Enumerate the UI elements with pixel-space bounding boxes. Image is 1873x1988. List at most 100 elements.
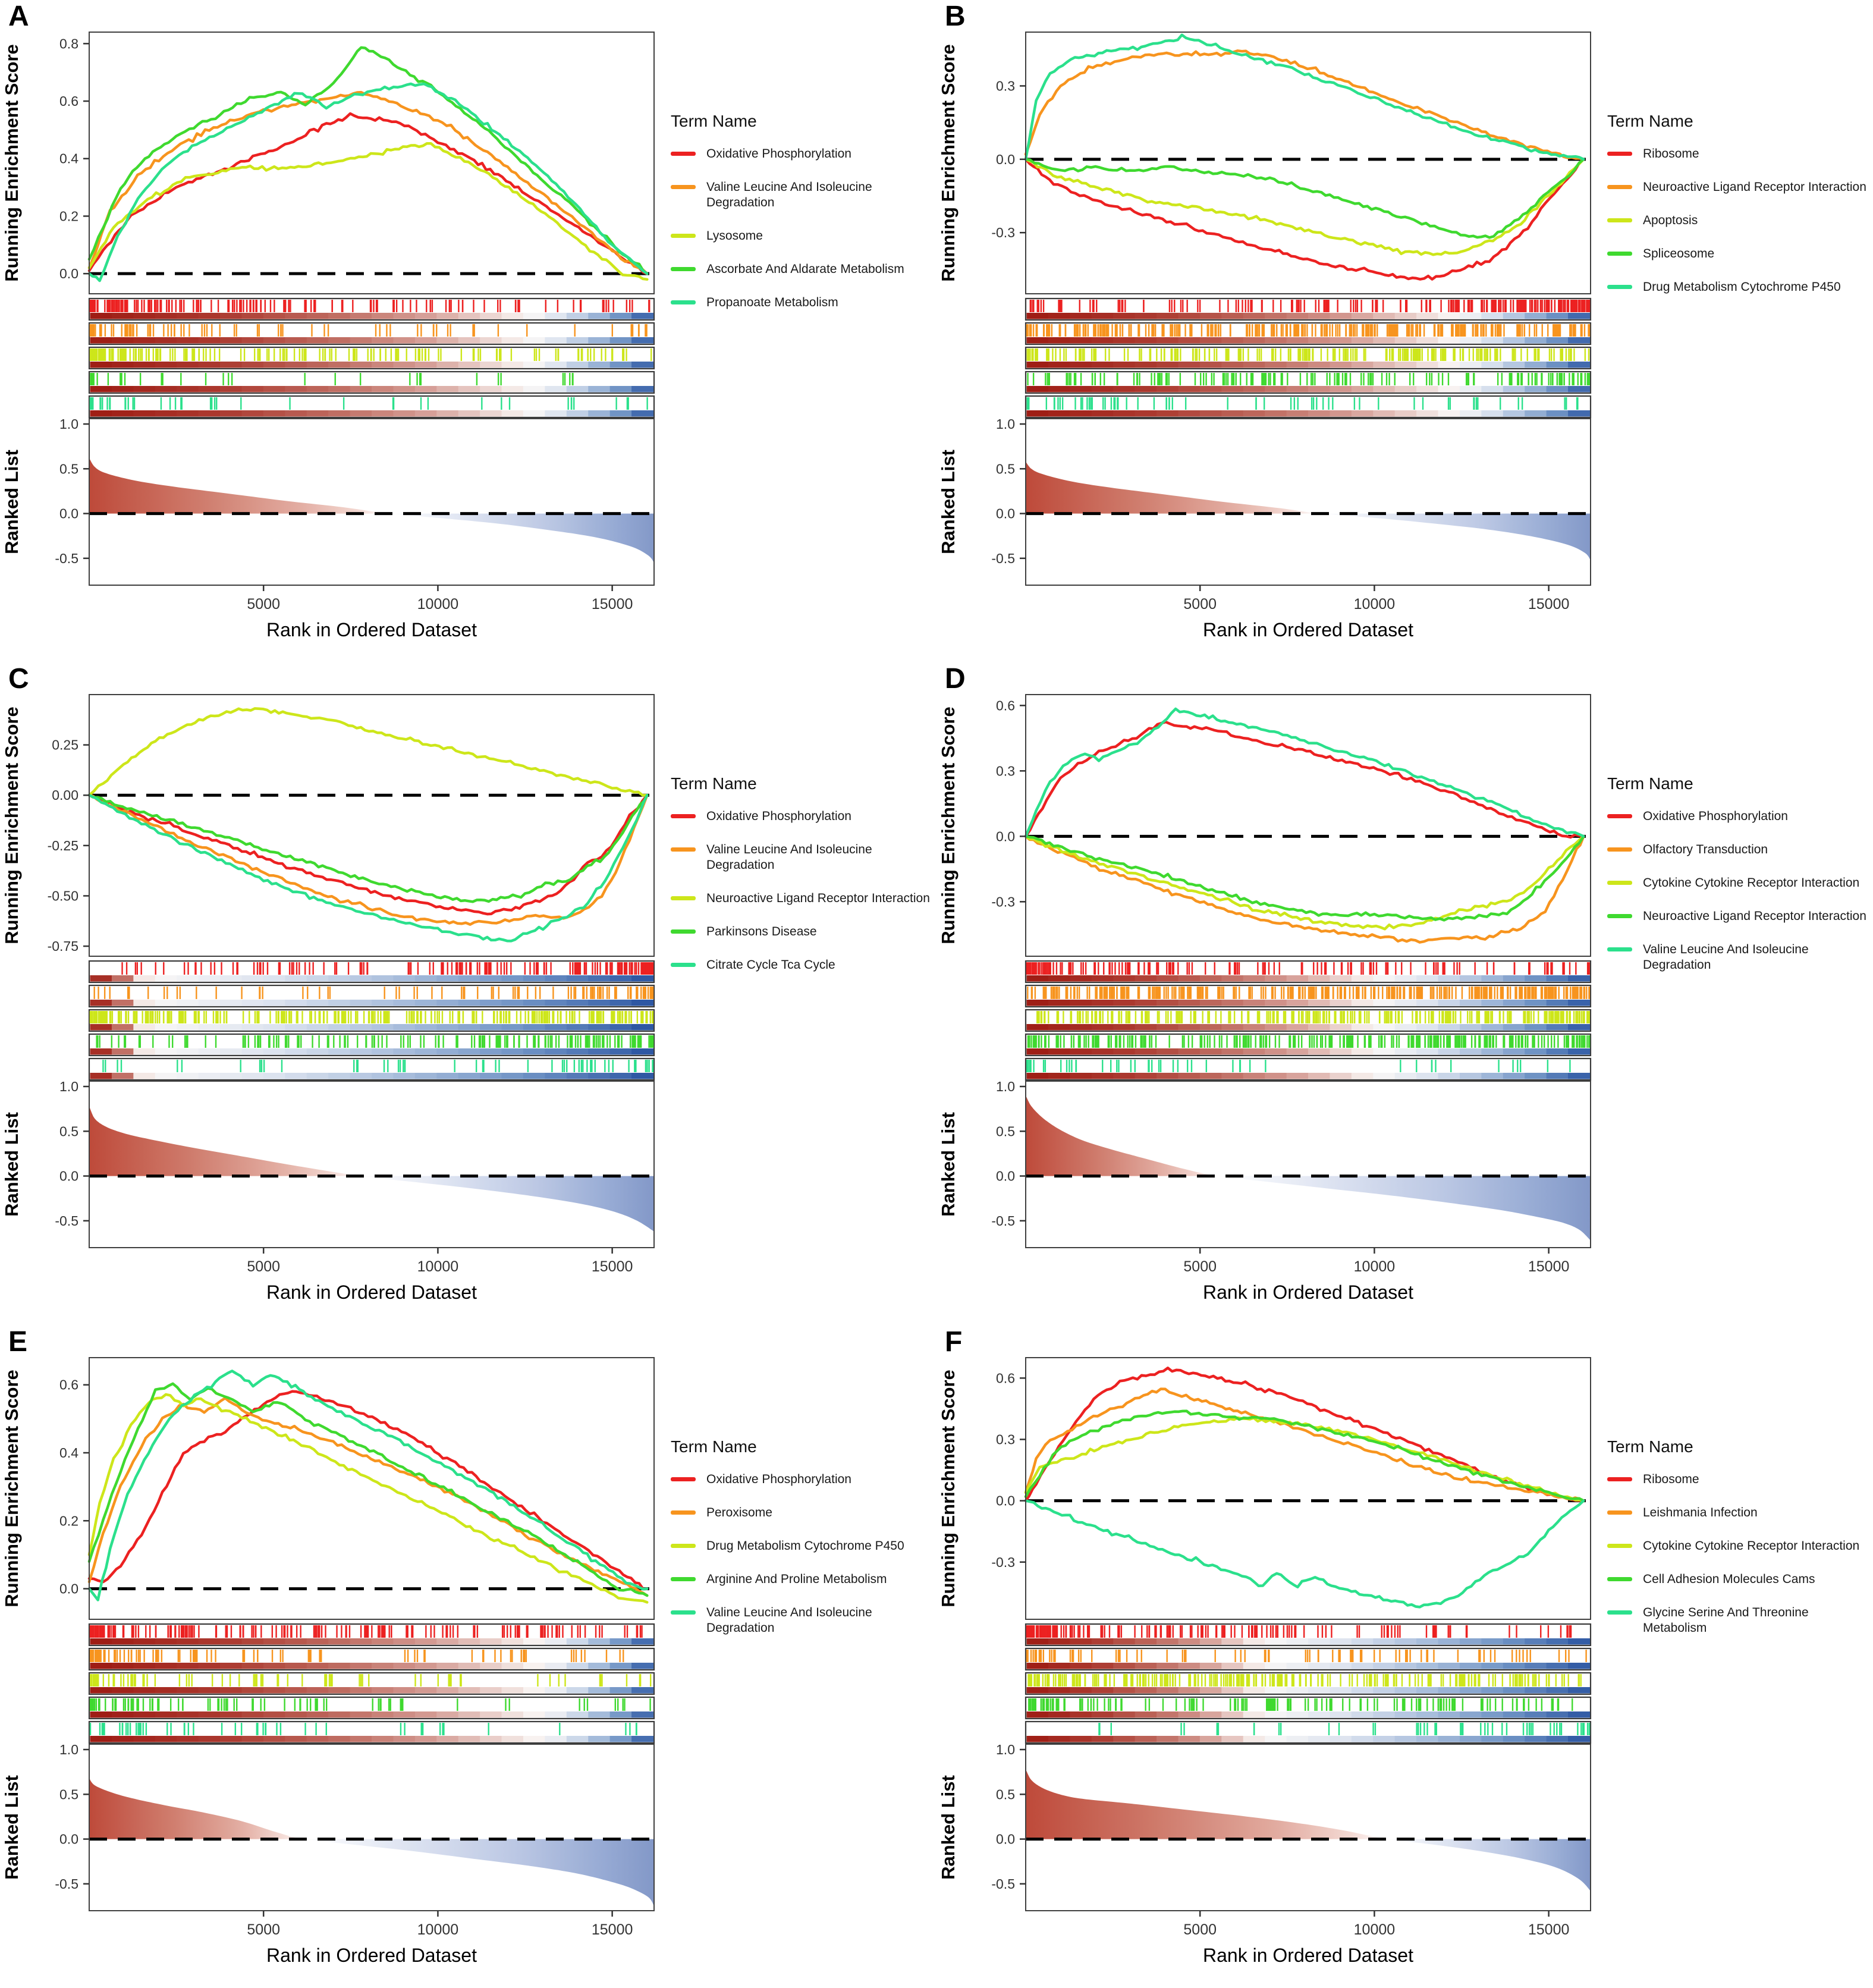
legend-label: Cell Adhesion Molecules Cams bbox=[1643, 1572, 1815, 1586]
es-y-tick-label: -0.3 bbox=[991, 894, 1015, 909]
es-curve-green bbox=[87, 1382, 649, 1597]
rug-strip-yellow bbox=[88, 1672, 655, 1695]
x-axis-title: Rank in Ordered Dataset bbox=[266, 619, 477, 640]
rank-y-tick-label: 0.5 bbox=[59, 1786, 78, 1802]
rug-strip-spring bbox=[88, 1057, 655, 1081]
es-y-tick-label: -0.3 bbox=[991, 1554, 1015, 1570]
legend-swatch-spring bbox=[1607, 285, 1632, 289]
legend-label: Valine Leucine And Isoleucine Degradation bbox=[706, 843, 872, 872]
legend-title: Term Name bbox=[671, 1437, 757, 1456]
legend-title: Term Name bbox=[671, 112, 757, 130]
legend-label: Lysosome bbox=[706, 229, 763, 243]
panel-E: E 0.6 0.4 0.2 0.0 Running Enrichment Score 1.… bbox=[0, 1326, 936, 1988]
x-tick-label: 5000 bbox=[1183, 1258, 1217, 1275]
rug-strip-red bbox=[88, 960, 655, 984]
es-curve-green bbox=[1024, 835, 1585, 922]
panel-F: F 0.6 0.3 0.0 -0.3 Running Enrichment Score 1… bbox=[936, 1326, 1873, 1988]
legend-item-3: Drug Metabolism Cytochrome P450 bbox=[671, 1538, 935, 1554]
legend-item-2: Neuroactive Ligand Receptor Interaction bbox=[1607, 180, 1872, 195]
legend-label: Glycine Serine And Threonine Metabolism bbox=[1643, 1606, 1809, 1635]
legend-item-1: Ribosome bbox=[1607, 1472, 1872, 1487]
es-curve-green bbox=[87, 46, 649, 275]
legend-C: Term Name Oxidative Phosphorylation Valin… bbox=[671, 774, 935, 973]
rug-strip-yellow bbox=[88, 1009, 655, 1032]
es-y-axis-title: Running Enrichment Score bbox=[1, 706, 22, 944]
es-curve-yellow bbox=[1024, 835, 1585, 931]
ranked-list-border bbox=[89, 1081, 655, 1248]
es-y-axis-title: Running Enrichment Score bbox=[938, 44, 959, 282]
legend-label: Neuroactive Ligand Receptor Interaction bbox=[1643, 909, 1866, 923]
es-curve-yellow bbox=[87, 707, 649, 797]
legend-E: Term Name Oxidative Phosphorylation Perox… bbox=[671, 1437, 935, 1636]
legend-item-4: Neuroactive Ligand Receptor Interaction bbox=[1607, 909, 1872, 924]
legend-swatch-yellow bbox=[1607, 881, 1632, 885]
legend-label: Arginine And Proline Metabolism bbox=[706, 1572, 887, 1586]
legend-swatch-green bbox=[671, 1577, 696, 1581]
ranked-list-border bbox=[1025, 1081, 1591, 1248]
legend-swatch-red bbox=[1607, 1477, 1632, 1481]
es-curve-spring bbox=[1024, 707, 1585, 838]
es-plot-border bbox=[1025, 694, 1591, 957]
rug-strip-green bbox=[1025, 370, 1592, 394]
legend-item-2: Leishmania Infection bbox=[1607, 1505, 1872, 1521]
x-tick-label: 10000 bbox=[417, 1258, 459, 1275]
es-curve-red bbox=[87, 112, 649, 275]
rank-y-tick-label: 1.0 bbox=[59, 1742, 78, 1757]
legend-item-1: Ribosome bbox=[1607, 146, 1872, 162]
x-tick-label: 5000 bbox=[1183, 1921, 1217, 1938]
ranked-list-area bbox=[89, 1106, 654, 1232]
legend-label: Propanoate Metabolism bbox=[706, 296, 838, 309]
es-plot-border bbox=[1025, 1357, 1591, 1620]
rank-y-tick-label: 0.5 bbox=[996, 1786, 1015, 1802]
gsea-svg: 0.6 0.3 0.0 -0.3 Running Enrichment Score 1.0… bbox=[938, 1357, 1592, 1966]
rug-strip-orange bbox=[1025, 322, 1592, 346]
x-tick-label: 15000 bbox=[592, 596, 633, 613]
legend-label: Ribosome bbox=[1643, 1472, 1699, 1486]
legend-item-5: Valine Leucine And Isoleucine Degradation bbox=[1607, 942, 1872, 973]
panel-label-C: C bbox=[8, 663, 29, 695]
legend-item-4: Arginine And Proline Metabolism bbox=[671, 1572, 935, 1587]
gsea-plot-F: 0.6 0.3 0.0 -0.3 Running Enrichment Score 1.0… bbox=[936, 1352, 1608, 1988]
panel-A: A 0.0 0.2 0.4 0.6 0.8 Running Enrichment Scor… bbox=[0, 0, 936, 662]
es-y-tick-label: 0.3 bbox=[996, 1432, 1015, 1447]
legend-label: Valine Leucine And Isoleucine Degradation bbox=[706, 1606, 872, 1635]
legend-swatch-green bbox=[1607, 1577, 1632, 1581]
rug-strip-yellow bbox=[1025, 1009, 1592, 1032]
rank-y-axis-title: Ranked List bbox=[938, 1775, 959, 1880]
legend-label: Olfactory Transduction bbox=[1643, 843, 1768, 856]
legend-swatch-orange bbox=[671, 847, 696, 852]
es-y-tick-label: 0.0 bbox=[996, 828, 1015, 844]
x-tick-label: 5000 bbox=[1183, 596, 1217, 613]
legend-label: Cytokine Cytokine Receptor Interaction bbox=[1643, 1539, 1860, 1553]
legend-swatch-orange bbox=[671, 185, 696, 189]
legend-label: Peroxisome bbox=[706, 1506, 772, 1519]
legend-item-4: Cell Adhesion Molecules Cams bbox=[1607, 1572, 1872, 1587]
legend-items: Ribosome Neuroactive Ligand Receptor Inte… bbox=[1607, 146, 1872, 295]
x-tick-label: 15000 bbox=[1528, 1258, 1570, 1275]
es-y-tick-label: 0.6 bbox=[996, 698, 1015, 713]
rug-strip-orange bbox=[88, 1647, 655, 1671]
rank-y-axis-title: Ranked List bbox=[938, 450, 959, 554]
rank-y-tick-label: 0.0 bbox=[59, 506, 78, 522]
rank-y-axis-title: Ranked List bbox=[1, 1775, 22, 1880]
es-y-tick-label: -0.50 bbox=[48, 888, 78, 903]
legend-item-5: Citrate Cycle Tca Cycle bbox=[671, 957, 935, 973]
legend-item-5: Drug Metabolism Cytochrome P450 bbox=[1607, 279, 1872, 295]
x-tick-label: 15000 bbox=[1528, 1921, 1570, 1938]
rank-y-tick-label: 1.0 bbox=[59, 1079, 78, 1094]
gsea-svg: 0.0 0.2 0.4 0.6 0.8 Running Enrichment Score 1… bbox=[1, 32, 655, 640]
legend-swatch-yellow bbox=[671, 1544, 696, 1548]
es-y-tick-label: 0.2 bbox=[59, 208, 78, 224]
es-y-tick-label: 0.0 bbox=[59, 1581, 78, 1597]
legend-D: Term Name Oxidative Phosphorylation Olfac… bbox=[1607, 774, 1872, 973]
legend-label: Apoptosis bbox=[1643, 213, 1698, 227]
legend-label: Citrate Cycle Tca Cycle bbox=[706, 958, 835, 972]
panel-C: C 0.25 0.00 -0.25 -0.50 -0.75 Running Enrichm… bbox=[0, 662, 936, 1325]
ranked-list-area bbox=[89, 458, 654, 563]
es-curve-green bbox=[87, 793, 649, 903]
legend-F: Term Name Ribosome Leishmania Infection Cy… bbox=[1607, 1437, 1872, 1636]
rug-strip-orange bbox=[88, 322, 655, 346]
legend-swatch-green bbox=[671, 267, 696, 271]
legend-swatch-yellow bbox=[671, 234, 696, 238]
